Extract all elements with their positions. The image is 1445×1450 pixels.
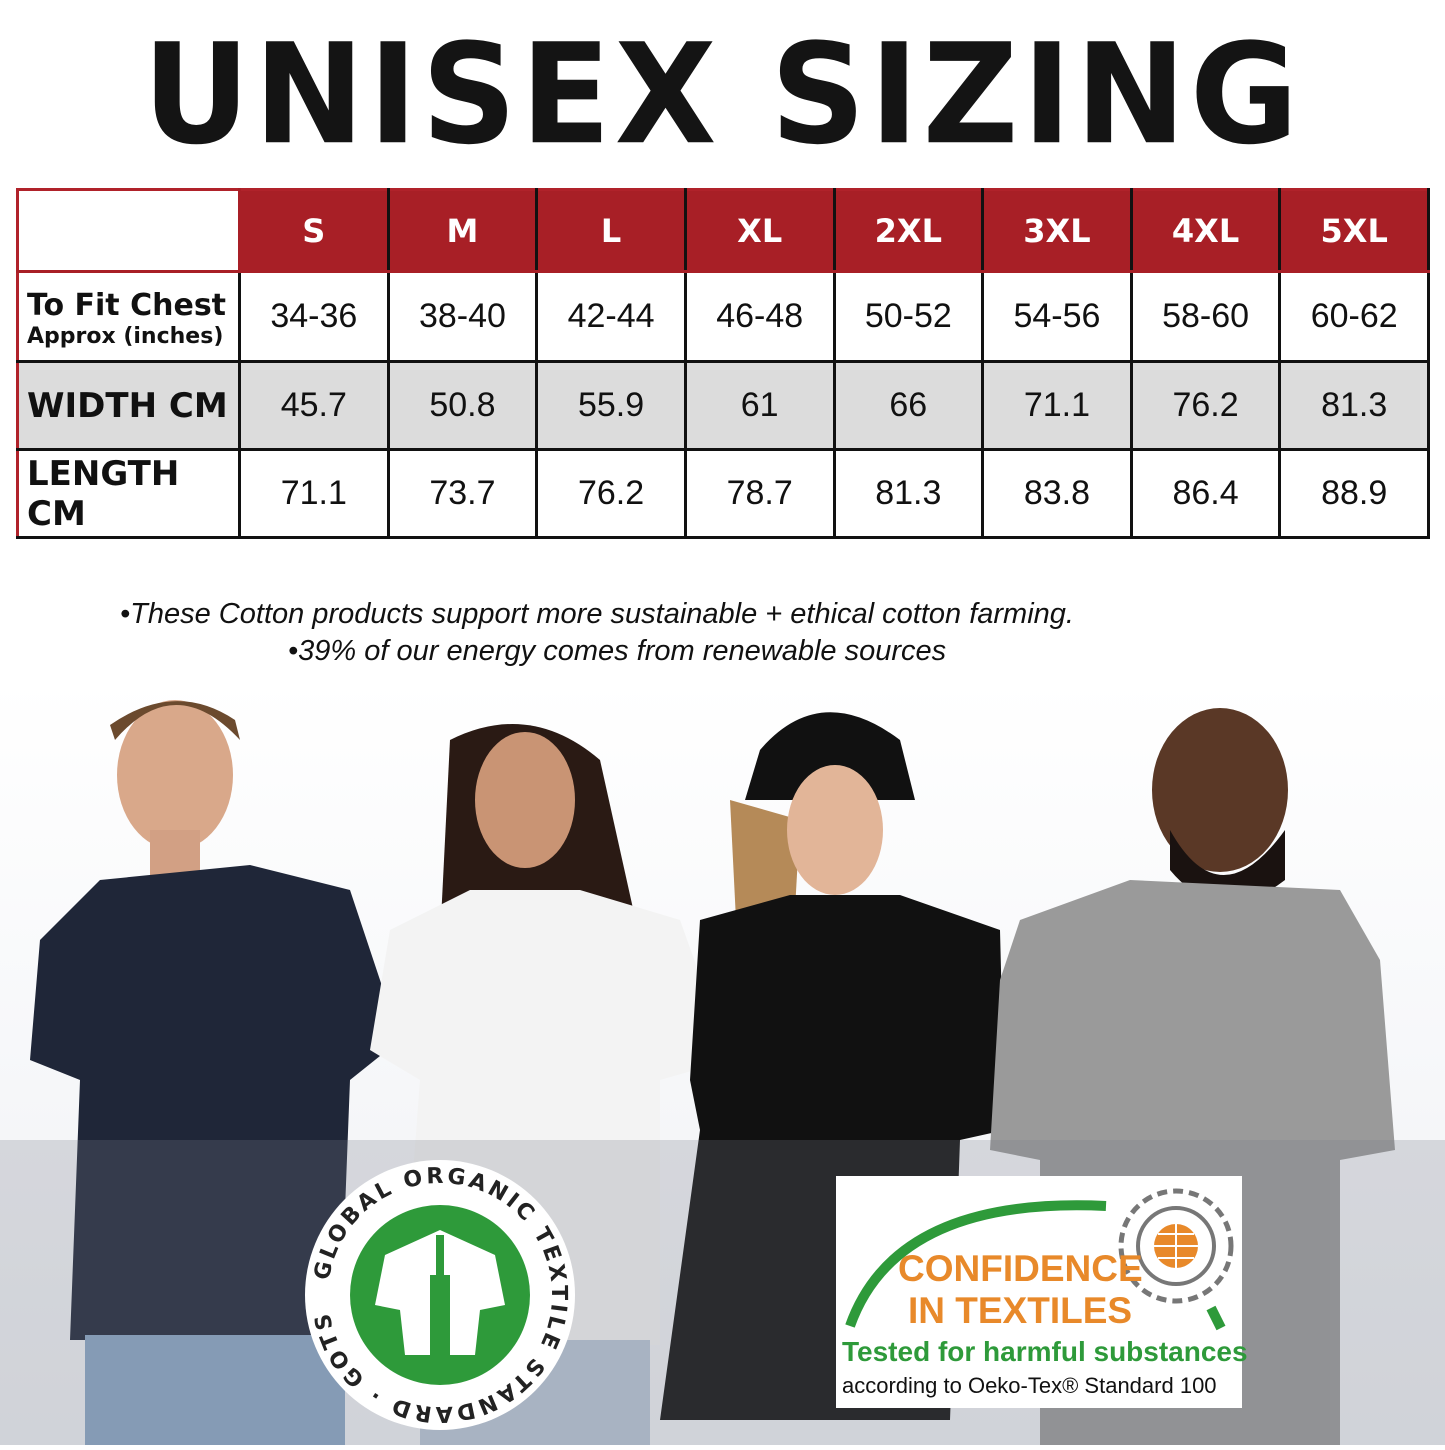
note-cotton: •These Cotton products support more sust… [120,598,1074,630]
size-header-row: S M L XL 2XL 3XL 4XL 5XL [17,189,1430,273]
table-row-width: WIDTH CM 45.7 50.8 55.9 61 66 71.1 76.2 … [17,360,1430,451]
gots-logo: GLOBAL ORGANIC TEXTILE STANDARD · GOTS · [300,1155,575,1430]
cell: 81.3 [832,448,985,539]
cell: 81.3 [1278,360,1430,451]
size-header: S [238,189,390,273]
cell: 66 [832,360,985,451]
cell: 60-62 [1278,270,1430,363]
size-header: L [535,189,687,273]
page-title: UNISEX SIZING [142,14,1303,176]
cell: 88.9 [1278,448,1430,539]
cell: 71.1 [981,360,1133,451]
cell: 71.1 [238,448,390,539]
cell: 46-48 [683,270,836,363]
cell: 54-56 [981,270,1133,363]
cell: 86.4 [1129,448,1282,539]
cell: 58-60 [1129,270,1282,363]
cell: 73.7 [386,448,539,539]
cell: 78.7 [683,448,836,539]
cell: 76.2 [1129,360,1282,451]
cell: 61 [683,360,836,451]
size-header: M [386,189,539,273]
cell: 76.2 [535,448,687,539]
cell: 34-36 [238,270,390,363]
oeko-line2: IN TEXTILES [908,1290,1133,1331]
cell: 50-52 [832,270,985,363]
cell: 38-40 [386,270,539,363]
corner-cell [17,189,241,273]
cell: 45.7 [238,360,390,451]
table-row-chest: To Fit Chest Approx (inches) 34-36 38-40 … [17,270,1430,363]
oeko-line3: Tested for harmful substances [842,1336,1248,1367]
cell: 55.9 [535,360,687,451]
model-navy-tshirt [30,700,400,1445]
size-header: 3XL [981,189,1133,273]
cell: 50.8 [386,360,539,451]
size-header: 2XL [832,189,985,273]
oeko-tex-logo: CONFIDENCE IN TEXTILES Tested for harmfu… [836,1176,1248,1408]
table-row-length: LENGTH CM 71.1 73.7 76.2 78.7 81.3 83.8 … [17,448,1430,539]
row-label: LENGTH CM [17,448,241,539]
size-header: 4XL [1129,189,1282,273]
oeko-line1: CONFIDENCE [898,1248,1143,1289]
oeko-line4: according to Oeko-Tex® Standard 100 [842,1373,1217,1398]
size-header: XL [683,189,836,273]
note-energy: •39% of our energy comes from renewable … [288,635,947,667]
cell: 42-44 [535,270,687,363]
cell: 83.8 [981,448,1133,539]
row-label: To Fit Chest Approx (inches) [17,270,241,363]
size-header: 5XL [1278,189,1430,273]
size-chart-table: S M L XL 2XL 3XL 4XL 5XL To Fit Chest App… [16,188,1430,539]
row-label: WIDTH CM [17,360,241,451]
